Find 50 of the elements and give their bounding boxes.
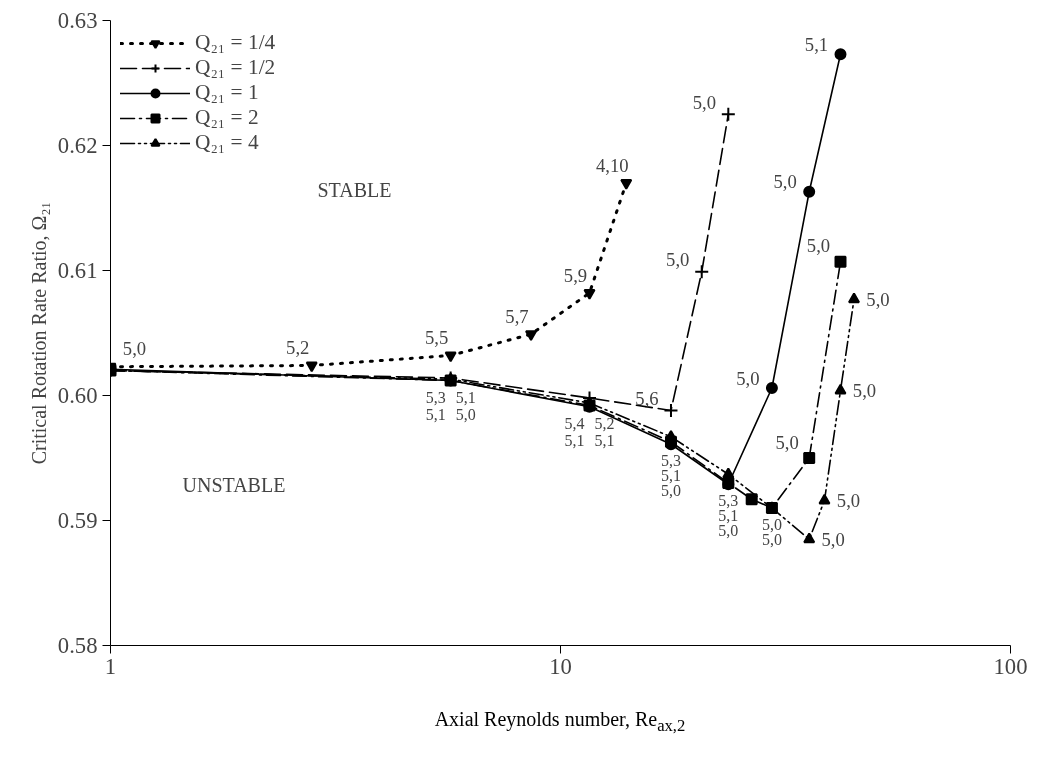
- y-tick-label: 0.61: [57, 258, 98, 283]
- annotation: 5,0: [666, 249, 690, 271]
- annotation: UNSTABLE: [182, 473, 286, 496]
- annotation: 5,5: [424, 327, 449, 348]
- annotation: 5,0: [761, 515, 782, 533]
- annotation: 5,0: [821, 528, 845, 550]
- annotation: STABLE: [317, 178, 392, 201]
- x-tick-label: 1: [104, 653, 117, 679]
- annotation: 5,0: [122, 338, 147, 360]
- legend-label: Q₂₁ = 1: [195, 80, 259, 105]
- y-tick-label: 0.58: [57, 633, 98, 658]
- annotation: 5,3: [425, 389, 446, 406]
- annotation: 5,4: [564, 415, 585, 433]
- annotation: 5,0: [692, 91, 716, 113]
- y-tick-label: 0.62: [57, 133, 98, 158]
- annotation: 5,9: [563, 264, 588, 286]
- annotation: 5,7: [505, 305, 529, 327]
- annotation: 5,0: [775, 431, 799, 453]
- y-tick-label: 0.59: [57, 508, 98, 533]
- x-tick-label: 100: [993, 653, 1028, 679]
- annotation: 5,1: [594, 432, 615, 450]
- annotation: 5,0: [866, 288, 890, 310]
- annotation: 5,0: [806, 235, 831, 257]
- annotation: 5,1: [660, 466, 681, 484]
- annotation: 5,0: [836, 490, 861, 511]
- annotation: 5,2: [594, 415, 615, 433]
- x-tick-label: 10: [549, 653, 572, 679]
- annotation: 5,6: [635, 388, 659, 409]
- annotation: 5,0: [852, 380, 877, 401]
- annotation: 4,10: [595, 154, 629, 176]
- annotation: 5,0: [660, 481, 681, 499]
- legend-label: Q₂₁ = 2: [195, 105, 259, 130]
- annotation: 5,2: [286, 337, 310, 358]
- x-axis-title: Axial Reynolds number, Re$_{ax,2}$: [434, 707, 686, 737]
- annotation: 5,1: [804, 33, 829, 55]
- y-tick-label: 0.63: [57, 8, 98, 33]
- annotation: 5,0: [455, 406, 476, 423]
- annotation: 5,1: [564, 432, 585, 450]
- annotation: 5,0: [736, 367, 760, 389]
- annotation: 5,3: [718, 491, 739, 509]
- annotation: 5,1: [425, 406, 446, 423]
- legend-label: Q₂₁ = 1/4: [195, 30, 276, 55]
- legend-label: Q₂₁ = 1/2: [195, 55, 276, 80]
- y-axis-title: Critical Rotation Rate Ratio, Ω₂₁: [27, 201, 50, 465]
- legend-label: Q₂₁ = 4: [195, 130, 259, 155]
- annotation: 5,3: [660, 451, 681, 469]
- y-tick-label: 0.60: [57, 383, 98, 408]
- annotation: 5,0: [761, 530, 782, 548]
- annotation: 5,1: [455, 389, 476, 406]
- annotation: 5,0: [773, 171, 797, 193]
